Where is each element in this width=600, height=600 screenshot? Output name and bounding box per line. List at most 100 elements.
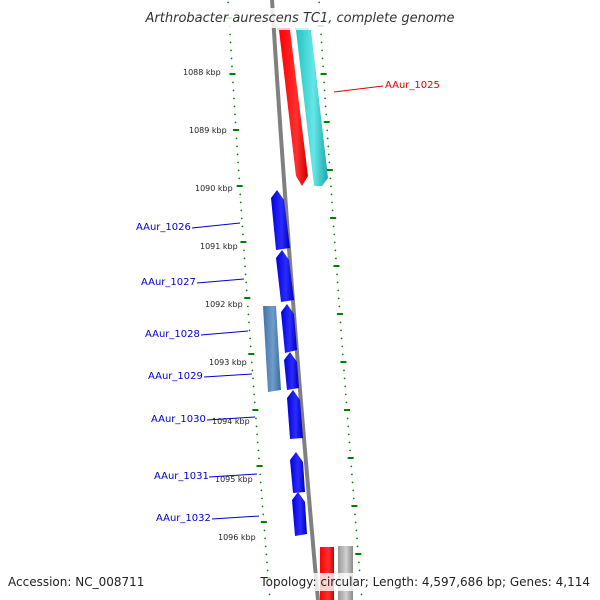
scale-tick [264, 537, 267, 540]
scale-tick [324, 105, 327, 108]
scale-tick [344, 385, 347, 388]
gene-aaur-1031 [290, 452, 305, 493]
scale-tick [343, 377, 346, 380]
map-title: Arthrobacter aurescens TC1, complete gen… [145, 11, 455, 26]
scale-tick [345, 401, 348, 404]
scale-tick [358, 569, 361, 572]
scale-tick [253, 401, 256, 404]
scale-tick [250, 361, 253, 364]
gene-label-aaur-1031[interactable]: AAur_1031 [154, 471, 209, 482]
gene-label-aaur-1029[interactable]: AAur_1029 [148, 371, 203, 382]
scale-tick [320, 33, 323, 36]
leader-line [333, 85, 384, 93]
scale-tick [327, 145, 330, 148]
gene-label-aaur-1027[interactable]: AAur_1027 [141, 277, 196, 288]
scale-tick [320, 41, 323, 44]
scale-tick [261, 505, 264, 508]
scale-tick [356, 545, 359, 548]
scale-tick [350, 465, 353, 468]
topology-label: Topology: circular; Length: 4,597,686 bp… [259, 575, 590, 589]
scale-tick [229, 41, 232, 44]
gene-label-aaur-1028[interactable]: AAur_1028 [145, 329, 200, 340]
scale-tick [328, 161, 331, 164]
scale-tick [334, 257, 337, 260]
scale-tick [324, 97, 327, 100]
scale-tick [348, 449, 352, 452]
title-backdrop [130, 8, 470, 28]
scale-tick [332, 225, 335, 228]
scale-tick [326, 129, 329, 132]
scale-tick [239, 193, 242, 196]
scale-tick [341, 345, 344, 348]
leader-line [200, 330, 249, 336]
scale-tick [256, 441, 259, 444]
scale-tick [333, 233, 336, 236]
scale-label: 1093 kbp [209, 358, 247, 367]
gene-aaur-1029 [284, 352, 299, 390]
inner-tick-ring [226, 1, 272, 596]
scale-tick [329, 177, 332, 180]
scale-tick [257, 449, 260, 452]
leader-line [203, 373, 253, 378]
scale-tick [357, 561, 360, 564]
scale-tick [229, 49, 233, 52]
scale-tick [260, 489, 263, 492]
scale-tick [233, 105, 236, 108]
leader-line [191, 222, 241, 229]
scale-tick [338, 305, 341, 308]
scale-tick [240, 217, 243, 220]
scale-tick [263, 529, 266, 532]
leader-line [211, 515, 260, 520]
gene-label-aaur-1025[interactable]: AAur_1025 [385, 80, 440, 91]
scale-tick [360, 593, 363, 596]
leader-line [208, 473, 258, 478]
scale-tick [243, 257, 246, 260]
accession-label: Accession: NC_008711 [8, 575, 144, 589]
scale-tick [268, 593, 271, 596]
scale-tick [240, 209, 243, 212]
scale-tick [327, 153, 330, 156]
scale-tick [334, 249, 337, 252]
gene-aaur-1030 [287, 390, 303, 439]
gene-label-aaur-1030[interactable]: AAur_1030 [151, 414, 206, 425]
gene-label-aaur-1026[interactable]: AAur_1026 [136, 222, 191, 233]
scale-tick [234, 121, 237, 124]
scale-tick [347, 433, 350, 436]
scale-tick [251, 377, 255, 380]
scale-tick [245, 289, 248, 292]
scale-label: 1096 kbp [218, 533, 256, 542]
scale-tick [323, 81, 326, 84]
scale-tick [248, 329, 251, 332]
scale-tick [336, 281, 339, 284]
gene-aaur-1027 [276, 250, 294, 302]
scale-tick [254, 417, 257, 420]
leader-line [206, 416, 256, 421]
scale-tick [244, 265, 247, 268]
scale-tick [241, 225, 244, 228]
scale-tick [352, 489, 355, 492]
scale-tick [352, 497, 355, 500]
scale-tick [237, 169, 240, 172]
scale-tick [236, 153, 239, 156]
scale-tick [253, 393, 256, 396]
scale-tick [256, 433, 259, 436]
scale-label: 1092 kbp [205, 300, 243, 309]
scale-tick [350, 473, 353, 476]
scale-tick [230, 65, 234, 68]
scale-tick [337, 297, 340, 300]
scale-tick [252, 385, 255, 388]
scale-tick [335, 273, 339, 276]
gene-label-aaur-1032[interactable]: AAur_1032 [156, 513, 211, 524]
scale-tick [331, 209, 334, 212]
gene-forward-1028b [281, 304, 297, 353]
scale-tick [246, 305, 249, 308]
scale-tick [232, 89, 235, 92]
scale-tick [249, 337, 252, 340]
scale-tick [228, 33, 232, 36]
scale-tick [342, 369, 346, 372]
scale-tick [344, 393, 347, 396]
gene-aaur-1028 [263, 306, 281, 392]
scale-tick [355, 529, 358, 532]
scale-tick [257, 457, 260, 460]
